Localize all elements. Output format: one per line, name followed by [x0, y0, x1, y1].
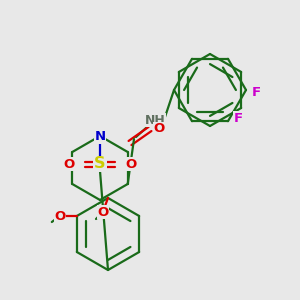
Text: O: O [54, 209, 65, 223]
Text: F: F [233, 112, 243, 125]
Text: S: S [94, 157, 106, 172]
Text: O: O [153, 122, 165, 136]
Text: O: O [63, 158, 75, 170]
Text: N: N [94, 130, 106, 143]
Text: F: F [251, 86, 261, 100]
Text: O: O [98, 206, 109, 218]
Text: O: O [125, 158, 136, 170]
Text: NH: NH [145, 113, 165, 127]
